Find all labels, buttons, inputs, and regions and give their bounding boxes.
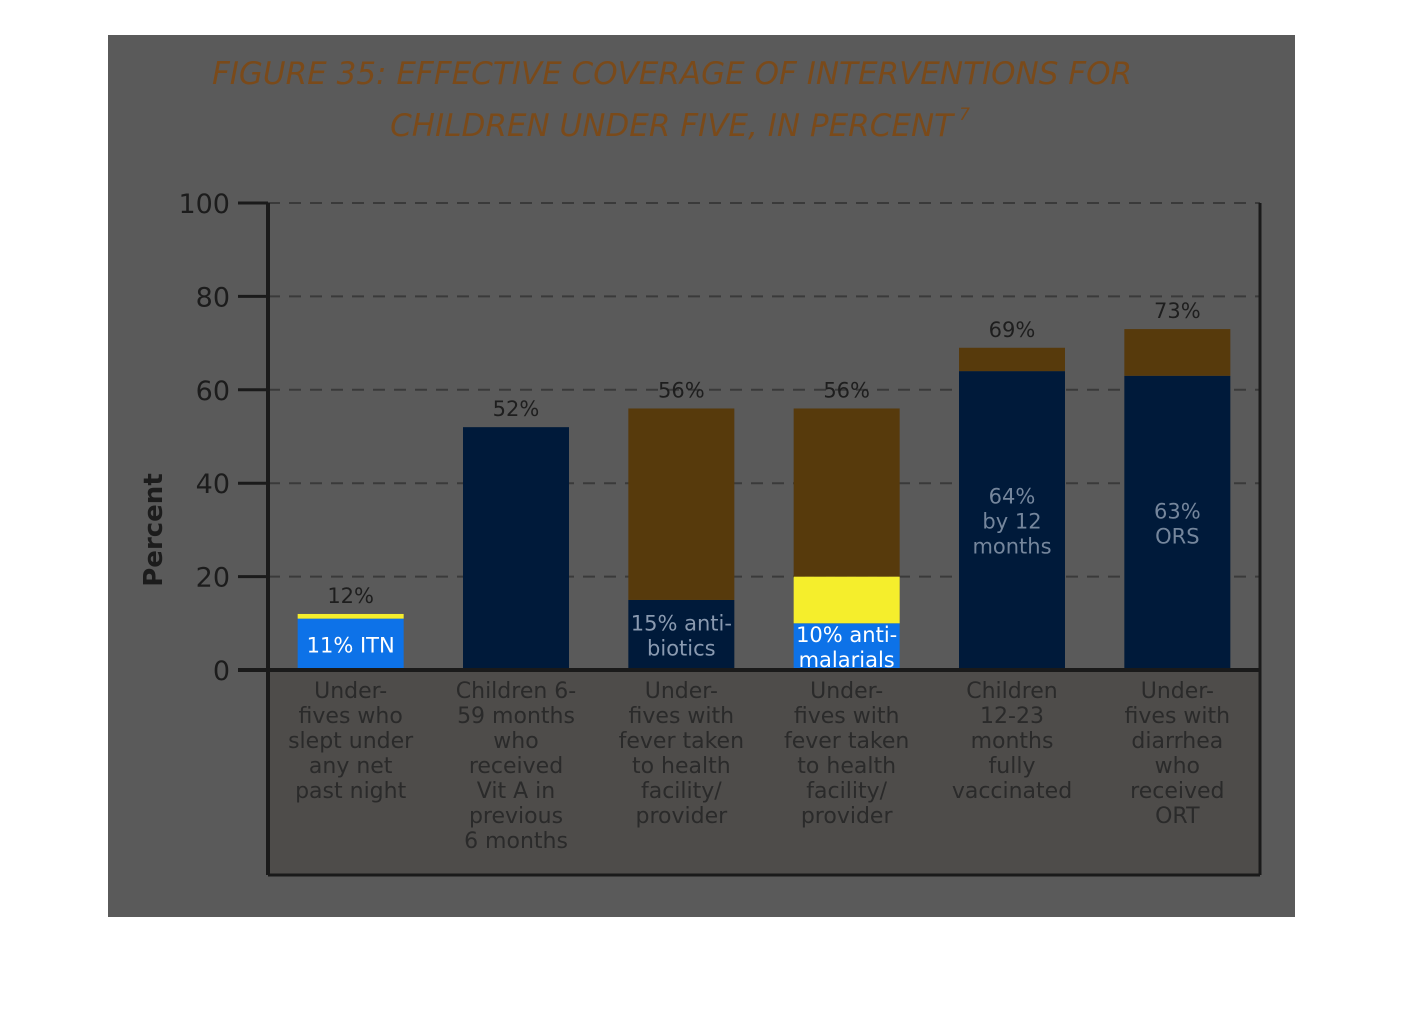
segment-label: 10% anti-: [796, 623, 897, 647]
bar-segment-4-2: [793, 576, 900, 624]
bar-segment-4-3: [793, 408, 900, 577]
category-label: who: [493, 729, 538, 754]
bar-segment-2-1: [463, 427, 569, 670]
category-label: fully: [989, 754, 1036, 779]
category-label: to health: [632, 754, 731, 779]
category-label: ORT: [1155, 804, 1200, 829]
category-label: previous: [469, 804, 563, 829]
category-label: received: [469, 754, 563, 779]
category-label: fever taken: [784, 729, 909, 754]
bar-segment-6-1: [1124, 375, 1231, 670]
segment-label: 63%: [1154, 499, 1201, 523]
grid-lines: [268, 202, 1260, 578]
category-label: Under-: [314, 679, 387, 704]
category-label-area: [268, 670, 1260, 875]
bar-segment-3-2: [628, 408, 735, 600]
y-tick-label: 0: [213, 656, 230, 687]
category-label: received: [1130, 779, 1224, 804]
category-label: Vit A in: [477, 779, 555, 804]
segment-label: 15% anti-: [631, 611, 732, 635]
category-label: fives who: [299, 704, 403, 729]
segment-label: 11% ITN: [307, 633, 395, 657]
category-label: who: [1155, 754, 1200, 779]
total-label-2: 52%: [493, 397, 540, 421]
segment-label: malarials: [799, 648, 895, 672]
category-label: 6 months: [464, 829, 568, 854]
bar-segment-5-2: [959, 347, 1065, 372]
category-label: Under-: [810, 679, 883, 704]
bar-segment-4-1: [793, 623, 900, 670]
category-label: Under-: [1141, 679, 1214, 704]
bar-segment-3-1: [628, 599, 735, 670]
category-label: past night: [295, 779, 406, 804]
total-label-1: 12%: [327, 584, 374, 608]
segment-label: biotics: [647, 636, 716, 660]
category-label: provider: [635, 804, 728, 829]
y-tick-label: 100: [178, 189, 230, 220]
y-axis-label: Percent: [139, 473, 169, 587]
category-label: any net: [309, 754, 393, 779]
category-label: Children 6-: [456, 679, 576, 704]
y-tick-label: 80: [196, 282, 230, 313]
chart-title-line-2-text: CHILDREN UNDER FIVE, IN PERCENT: [390, 108, 955, 144]
segment-label: ORS: [1155, 524, 1199, 548]
bar-segment-1-2: [297, 613, 404, 619]
bar-segment-5-1: [959, 371, 1065, 670]
category-label: 59 months: [457, 704, 575, 729]
category-label: fives with: [629, 704, 735, 729]
category-label: fever taken: [619, 729, 744, 754]
chart-title-superscript: 7: [959, 105, 970, 125]
category-label: Children: [966, 679, 1058, 704]
category-label: fives with: [1125, 704, 1231, 729]
y-tick-label: 40: [196, 469, 230, 500]
category-label: provider: [801, 804, 894, 829]
chart-title-line-1: FIGURE 35: EFFECTIVE COVERAGE OF INTERVE…: [212, 56, 1132, 92]
bar-segment-6-2: [1124, 329, 1231, 376]
total-label-6: 73%: [1154, 299, 1201, 323]
category-label: months: [971, 729, 1054, 754]
segment-label: by 12: [982, 510, 1041, 534]
category-label: diarrhea: [1131, 729, 1223, 754]
y-tick-label: 60: [196, 376, 230, 407]
category-label: slept under: [288, 729, 414, 754]
category-label: fives with: [794, 704, 900, 729]
chart-title-line-2: CHILDREN UNDER FIVE, IN PERCENT 7: [390, 105, 970, 144]
axes: 0 20 40 60 80 100: [178, 189, 1262, 877]
segment-label: 64%: [989, 485, 1036, 509]
category-label: Under-: [645, 679, 718, 704]
total-label-4: 56%: [823, 378, 870, 402]
bars-group: [297, 329, 1231, 670]
total-label-5: 69%: [989, 318, 1036, 342]
total-label-3: 56%: [658, 378, 705, 402]
segment-label: months: [972, 535, 1051, 559]
bar-segment-1-1: [297, 618, 404, 670]
category-label: to health: [797, 754, 896, 779]
category-label: facility/: [641, 779, 722, 804]
category-label: vaccinated: [952, 779, 1072, 804]
category-label: facility/: [806, 779, 887, 804]
y-tick-label: 20: [196, 563, 230, 594]
category-label: 12-23: [980, 704, 1044, 729]
